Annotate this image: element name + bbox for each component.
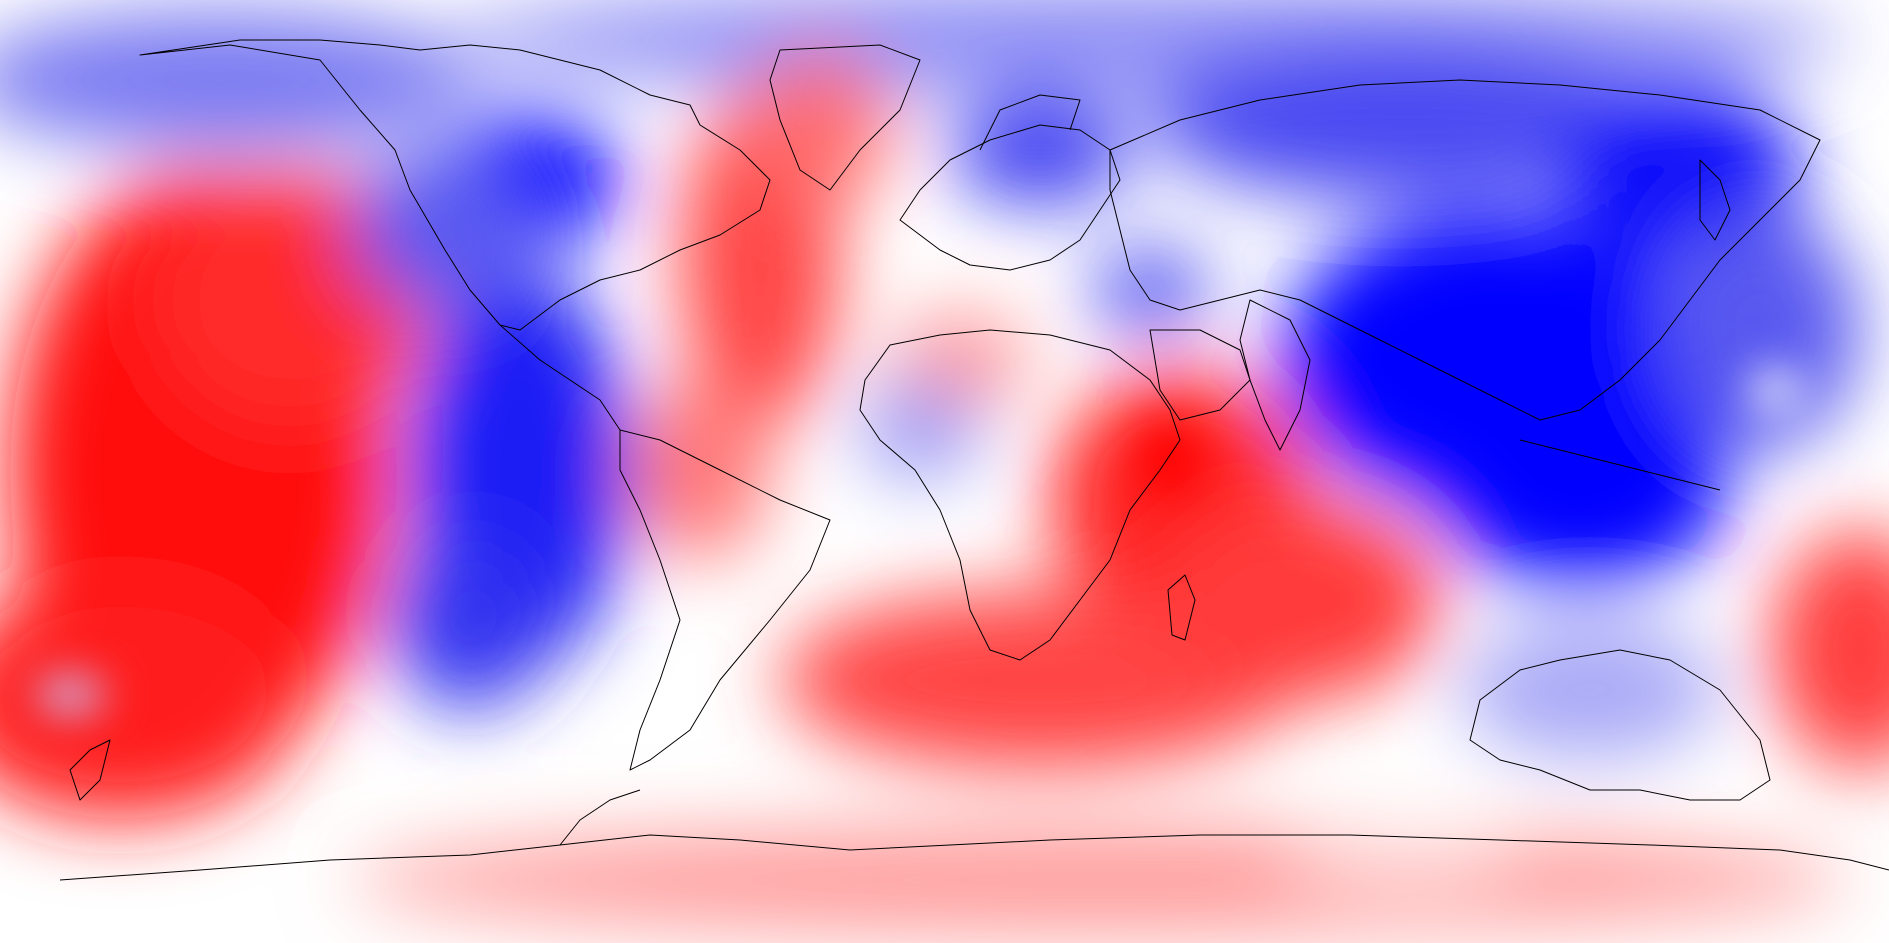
coastline-australia [1469, 649, 1771, 801]
field-blob-antarctic-pink [350, 825, 1850, 935]
field-blob-africa-blue [860, 380, 980, 480]
coastline-north-america [139, 39, 771, 331]
field-blob-siberia-blue [1150, 40, 1650, 200]
coastline-india [1239, 299, 1311, 451]
coastline-africa [859, 329, 1181, 661]
field-blob-greenland-red [750, 50, 890, 210]
coastline-greenland [769, 44, 921, 191]
coastline-new-zealand [69, 739, 111, 801]
field-blob-south-pacific-red [0, 580, 300, 820]
field-blob-chile-blue [390, 530, 550, 710]
field-blob-europe-blue [950, 95, 1130, 205]
field-blob-sw-pacific-red [1770, 530, 1889, 770]
coastline-japan [1699, 159, 1731, 241]
coastline-asia [1109, 79, 1821, 421]
field-highlight-madagascar-red [1140, 420, 1200, 500]
coastline-madagascar [1167, 574, 1196, 641]
field-blob-north-pacific [0, 10, 480, 150]
field-highlight-wp-white [1750, 370, 1800, 410]
field-blob-s-indian-red [1160, 500, 1440, 700]
coastline-south-america [619, 429, 831, 771]
coastline-arabia [1149, 329, 1251, 421]
coastline-antarctic-peninsula [559, 789, 641, 846]
field-blob-namerica-blue [350, 150, 530, 310]
field-blob-australia-blue [1460, 620, 1720, 760]
field-highlights [35, 370, 1800, 713]
coastline-indonesia [1519, 439, 1721, 491]
coastline-scandinavia [979, 94, 1081, 151]
coastlines [59, 39, 1889, 881]
field-blob-maritime-blue [1430, 370, 1730, 590]
field-highlight-sp-blue [35, 677, 105, 713]
coastline-central-america [499, 324, 621, 431]
coastline-europe [899, 124, 1121, 271]
field-blob-west-pacific-blue [1660, 210, 1860, 450]
field-blob-middleeast-blue [1090, 250, 1210, 330]
field-blob-antarctic-light [1280, 835, 1520, 885]
coastline-antarctica [59, 834, 1889, 881]
field-blob-brazil-red [630, 380, 770, 560]
